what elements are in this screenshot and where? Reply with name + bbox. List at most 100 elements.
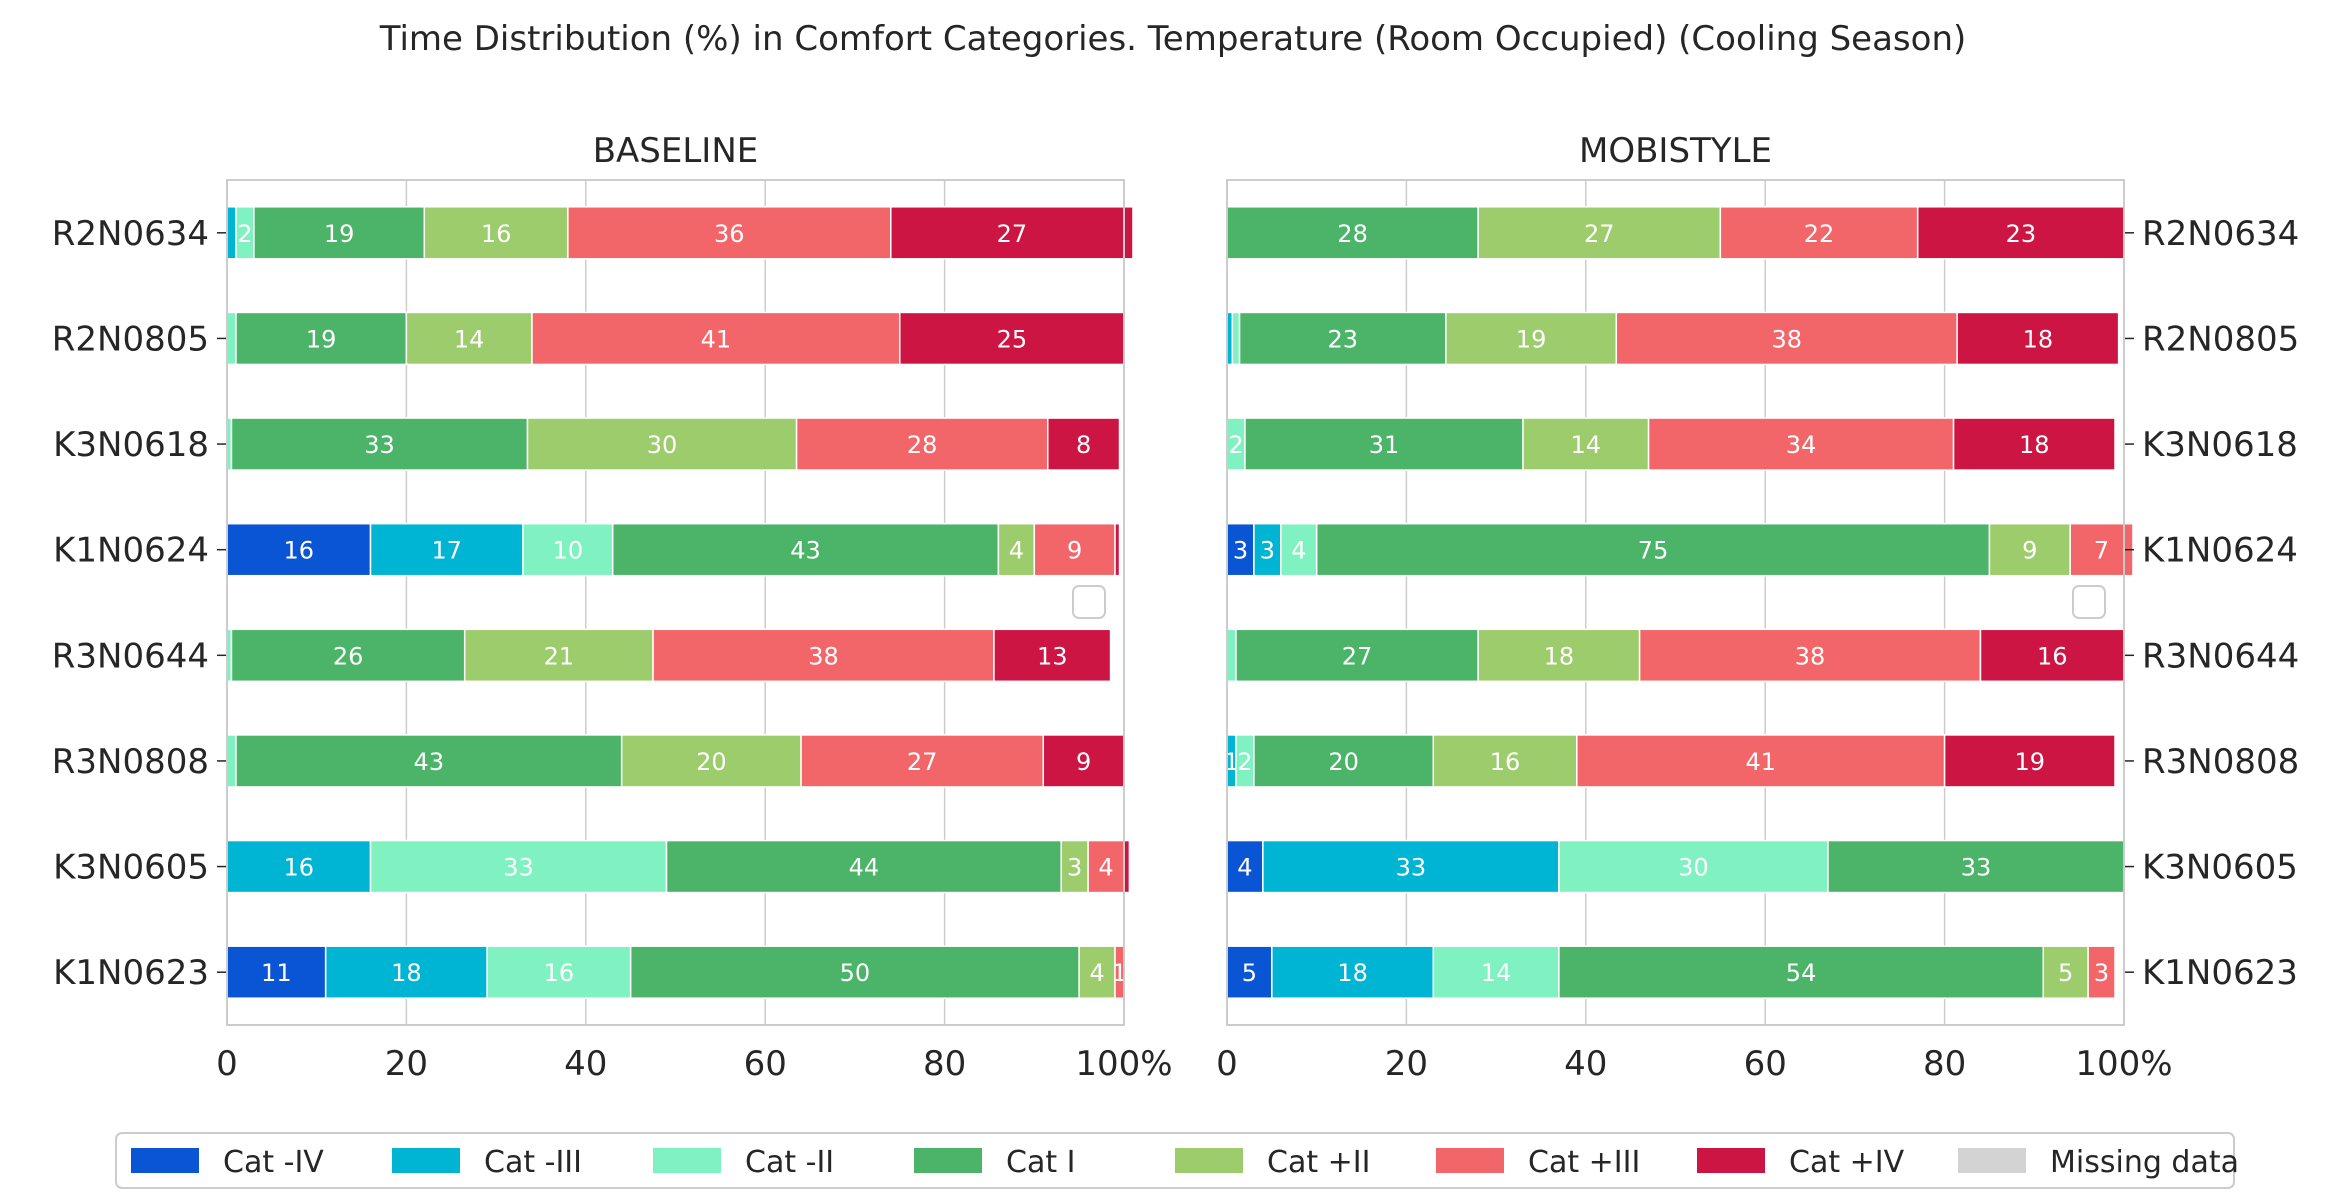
bar-value-label: 19	[1516, 325, 1547, 353]
x-tick-label: 100%	[1075, 1044, 1172, 1084]
bar-value-label: 10	[553, 537, 584, 565]
bar-value-label: 30	[647, 431, 678, 459]
bar-value-label: 19	[2015, 748, 2046, 776]
bar-value-label: 14	[1481, 959, 1512, 987]
x-tick-label: 0	[216, 1044, 238, 1084]
bar-segment	[1522, 417, 1650, 471]
y-tick-label: R3N0644	[2142, 636, 2299, 676]
y-tick-label: R2N0634	[52, 214, 209, 254]
legend-item: Cat +III	[1436, 1145, 1640, 1180]
bar-value-label: 4	[1009, 537, 1024, 565]
bar-value-label: 23	[1327, 325, 1358, 353]
bar-value-label: 75	[1638, 537, 1669, 565]
bar-value-label: 41	[701, 325, 732, 353]
bar-value-label: 16	[1490, 748, 1521, 776]
bar-segment	[226, 734, 237, 788]
y-tick-label: K3N0605	[53, 848, 209, 888]
bar-value-label: 11	[261, 959, 292, 987]
legend-swatch	[1958, 1148, 2026, 1173]
bar-segment	[1235, 628, 1479, 683]
bar-segment	[235, 311, 408, 366]
legend-item: Cat +IV	[1697, 1145, 1905, 1180]
bar-value-label: 19	[324, 220, 355, 248]
legend-item: Cat I	[914, 1145, 1075, 1180]
x-tick-label: 40	[564, 1044, 607, 1084]
y-tick-label: R2N0805	[2142, 319, 2299, 359]
bar-value-label: 14	[1571, 431, 1602, 459]
legend-label: Missing data	[2050, 1145, 2239, 1180]
bar-segment	[463, 628, 654, 683]
bar-value-label: 44	[849, 854, 880, 882]
bar-segment	[1477, 206, 1722, 260]
legend-swatch	[653, 1148, 721, 1173]
x-tick-label: 20	[385, 1044, 428, 1084]
bar-value-label: 38	[808, 642, 839, 670]
legend-swatch	[1175, 1148, 1243, 1173]
y-tick-label: K1N0624	[53, 531, 209, 571]
bar-value-label: 3	[2094, 959, 2109, 987]
empty-legend-box	[2072, 585, 2106, 619]
bar-segment	[993, 628, 1112, 683]
bar-segment	[1445, 311, 1618, 366]
bar-value-label: 4	[1291, 537, 1306, 565]
bar-value-label: 27	[1342, 642, 1373, 670]
bar-segment	[1943, 734, 2116, 788]
bar-value-label: 3	[1260, 537, 1275, 565]
y-tick-label: K1N0624	[2142, 531, 2298, 571]
bar-value-label: 8	[1076, 431, 1091, 459]
bar-value-label: 18	[2019, 431, 2050, 459]
bar-value-label: 33	[503, 854, 534, 882]
bar-value-label: 33	[364, 431, 395, 459]
bar-segment	[1477, 628, 1641, 683]
bar-segment	[652, 628, 995, 683]
legend-swatch	[1697, 1148, 1765, 1173]
plot-frame	[226, 179, 1125, 1026]
legend-label: Cat -II	[745, 1145, 834, 1180]
legend-swatch	[914, 1148, 982, 1173]
legend-label: Cat I	[1006, 1145, 1075, 1180]
bar-segment	[1047, 417, 1121, 471]
bar-value-label: 4	[1089, 959, 1104, 987]
legend-item: Cat -III	[392, 1145, 582, 1180]
legend-swatch	[1436, 1148, 1504, 1173]
bar-value-label: 50	[840, 959, 871, 987]
legend: Cat -IV Cat -III Cat -II Cat I Cat +II Cat +I…	[115, 1132, 2239, 1189]
bar-segment	[665, 839, 1062, 894]
bar-segment	[226, 839, 372, 894]
y-tick-label: K3N0618	[53, 425, 209, 465]
bar-value-label: 4	[1098, 854, 1113, 882]
bar-value-label: 14	[454, 325, 485, 353]
x-tick-label: 20	[1385, 1044, 1428, 1084]
y-tick-label: K3N0618	[2142, 425, 2298, 465]
y-tick-label: R2N0805	[52, 319, 209, 359]
bar-value-label: 9	[1076, 748, 1091, 776]
bar-segment	[1271, 945, 1435, 999]
bar-segment	[629, 945, 1080, 999]
plot-area	[227, 180, 1124, 1025]
bar-segment	[1615, 311, 1958, 366]
y-tick-label: K1N0623	[53, 953, 209, 993]
panel-title: MOBISTYLE	[1579, 131, 1772, 171]
plot-frame	[1226, 179, 2125, 1026]
bar-value-label: 41	[1745, 748, 1776, 776]
bar-segment	[1114, 522, 1121, 577]
bar-value-label: 43	[790, 537, 821, 565]
panel-title: BASELINE	[593, 131, 759, 171]
bar-value-label: 36	[714, 220, 745, 248]
bar-segment	[1558, 945, 2045, 999]
x-tick-label: 40	[1564, 1044, 1607, 1084]
bar-value-label: 28	[907, 431, 938, 459]
bar-value-label: 38	[1771, 325, 1802, 353]
bar-segment	[486, 945, 632, 999]
bar-value-label: 23	[2006, 220, 2037, 248]
bar-segment	[526, 417, 798, 471]
bar-value-label: 31	[1369, 431, 1400, 459]
bar-segment	[567, 206, 892, 260]
bar-segment	[2087, 945, 2116, 999]
bar-value-label: 5	[1242, 959, 1257, 987]
bar-value-label: 38	[1795, 642, 1826, 670]
bar-value-label: 27	[997, 220, 1028, 248]
